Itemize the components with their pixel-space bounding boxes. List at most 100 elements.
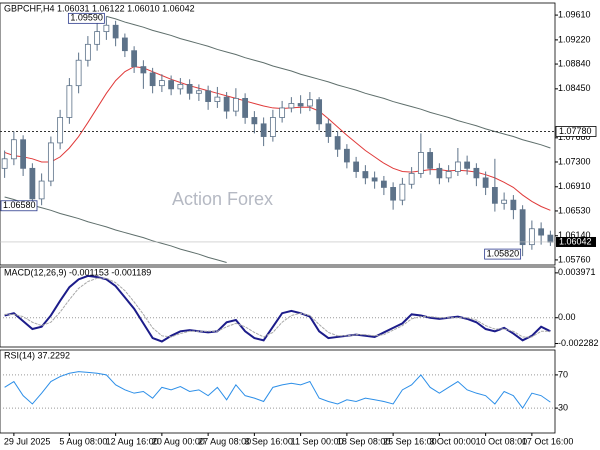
candle-body bbox=[482, 177, 489, 188]
candle-body bbox=[334, 136, 341, 150]
candle-body bbox=[121, 37, 128, 52]
candle-body bbox=[316, 99, 323, 125]
candle-body bbox=[260, 123, 267, 137]
y-tick-label: 1.06910 bbox=[558, 181, 591, 191]
candle-body bbox=[177, 83, 184, 90]
candle-body bbox=[528, 228, 535, 246]
x-tick-label: 3 Oct 00:00 bbox=[429, 436, 476, 446]
overlay-line bbox=[4, 196, 227, 263]
candle-body bbox=[140, 66, 147, 74]
candle-body bbox=[103, 24, 110, 33]
candle-body bbox=[186, 83, 193, 94]
x-tick-label: 3 Sep 16:00 bbox=[244, 436, 293, 446]
x-tick-label: 5 Aug 08:00 bbox=[59, 436, 107, 446]
candle-body bbox=[510, 199, 517, 211]
x-tick-label: 11 Sep 00:00 bbox=[291, 436, 344, 446]
candle-body bbox=[288, 103, 295, 109]
y-tick-label: 0.00 bbox=[558, 312, 576, 322]
candle-body bbox=[269, 117, 276, 137]
candle-body bbox=[436, 167, 443, 179]
y-tick-label: 1.06140 bbox=[558, 230, 591, 240]
candle-body bbox=[223, 96, 230, 112]
panel-title: RSI(14) 37.2292 bbox=[4, 350, 70, 360]
candle-body bbox=[491, 187, 498, 204]
y-tick-label: 1.07300 bbox=[558, 156, 591, 166]
candle-body bbox=[232, 97, 239, 112]
annotation-label: 1.09590 bbox=[70, 13, 103, 23]
candle-body bbox=[454, 161, 461, 172]
candle-body bbox=[408, 173, 415, 185]
candle-body bbox=[473, 167, 480, 179]
candle-body bbox=[371, 177, 378, 182]
candle-body bbox=[297, 103, 304, 107]
horizontal-line-label-box bbox=[555, 126, 597, 137]
candle-body bbox=[362, 171, 369, 179]
candle-body bbox=[195, 90, 202, 94]
y-tick-label: 1.05760 bbox=[558, 254, 591, 264]
candle-body bbox=[38, 180, 45, 200]
candle-body bbox=[390, 187, 397, 201]
y-tick-label: 30 bbox=[558, 402, 568, 412]
candle-body bbox=[1, 158, 8, 169]
candle-body bbox=[343, 148, 350, 163]
series-line bbox=[4, 371, 551, 409]
y-tick-label: -0.002282 bbox=[558, 338, 599, 348]
panel-title: GBPCHF,H4 1.06031 1.06122 1.06010 1.0604… bbox=[4, 3, 195, 13]
candle-body bbox=[47, 142, 54, 182]
candle-body bbox=[149, 72, 156, 87]
candle-body bbox=[57, 117, 64, 144]
candle-body bbox=[417, 152, 424, 174]
candle-body bbox=[112, 24, 119, 39]
candle-body bbox=[427, 152, 434, 169]
candle-body bbox=[20, 139, 27, 169]
candle-body bbox=[168, 80, 175, 90]
panel-frame bbox=[0, 266, 556, 348]
candle-body bbox=[380, 180, 387, 188]
annotation-box bbox=[484, 248, 522, 260]
horizontal-line-label: 1.07780 bbox=[559, 126, 592, 136]
candle-body bbox=[131, 50, 138, 67]
candle-body bbox=[75, 59, 82, 87]
y-tick-label: 1.07680 bbox=[558, 132, 591, 142]
y-tick-label: 70 bbox=[558, 369, 568, 379]
candle-body bbox=[251, 117, 258, 125]
x-tick-label: 27 Aug 08:00 bbox=[198, 436, 251, 446]
candle-body bbox=[158, 80, 165, 87]
candle-body bbox=[399, 183, 406, 201]
overlay-line bbox=[106, 15, 551, 149]
candle-body bbox=[464, 161, 471, 169]
panel-title: MACD(12,26,9) -0.001153 -0.001189 bbox=[4, 267, 151, 277]
annotation-box bbox=[0, 200, 38, 212]
candle-body bbox=[94, 31, 101, 45]
y-tick-label: 0.003971 bbox=[558, 267, 596, 277]
x-tick-label: 25 Sep 16:00 bbox=[383, 436, 437, 446]
series-line bbox=[4, 277, 551, 338]
candle-body bbox=[519, 209, 526, 246]
y-tick-label: 1.09610 bbox=[558, 9, 591, 19]
annotation-label: 1.06580 bbox=[3, 200, 36, 210]
x-tick-label: 20 Aug 00:00 bbox=[152, 436, 205, 446]
y-tick-label: 1.06530 bbox=[558, 205, 591, 215]
candle-body bbox=[205, 90, 212, 102]
last-price-box bbox=[556, 236, 596, 247]
candle-body bbox=[445, 171, 452, 179]
candle-body bbox=[10, 139, 17, 160]
candle-body bbox=[84, 43, 91, 61]
last-price-label: 1.06042 bbox=[559, 236, 592, 246]
x-tick-label: 12 Aug 16:00 bbox=[106, 436, 159, 446]
candle-body bbox=[66, 85, 73, 118]
series-line bbox=[4, 274, 551, 343]
annotation-label: 1.05820 bbox=[487, 248, 520, 258]
candle-body bbox=[325, 123, 332, 137]
candle-body bbox=[242, 97, 249, 118]
panel-frame bbox=[0, 2, 556, 266]
y-tick-label: 1.09220 bbox=[558, 34, 591, 44]
y-tick-label: 1.08840 bbox=[558, 58, 591, 68]
candle-body bbox=[547, 234, 554, 243]
candle-body bbox=[353, 161, 360, 172]
x-tick-label: 18 Sep 08:00 bbox=[337, 436, 391, 446]
candle-body bbox=[538, 228, 545, 236]
